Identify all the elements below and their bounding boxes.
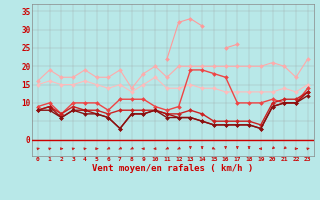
X-axis label: Vent moyen/en rafales ( km/h ): Vent moyen/en rafales ( km/h ) [92, 164, 253, 173]
